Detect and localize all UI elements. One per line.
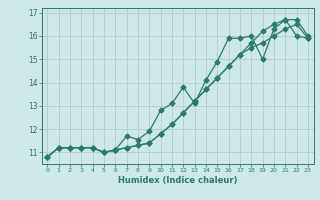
X-axis label: Humidex (Indice chaleur): Humidex (Indice chaleur) xyxy=(118,176,237,185)
